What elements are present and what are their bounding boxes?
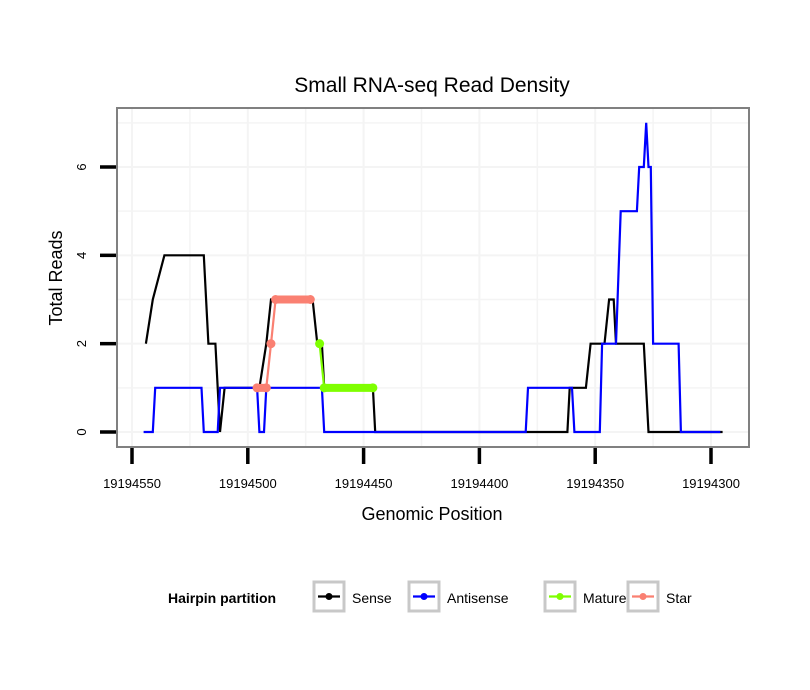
x-tick-label: 19194350 [566,476,624,491]
y-tick-label: 6 [74,163,89,170]
legend-key-point [556,593,564,600]
x-tick-label: 19194400 [450,476,508,491]
y-axis-title: Total Reads [46,230,66,325]
legend-label: Sense [352,590,392,606]
legend: Hairpin partition Sense Antisense Mature St… [168,580,692,613]
data-point-mature [315,339,325,349]
series-layer [143,122,723,434]
x-tick-label: 19194550 [103,476,161,491]
legend-label: Mature [583,590,627,606]
x-axis: 19194550 19194500 19194450 19194400 19194350… [103,448,740,491]
series-star [252,295,315,393]
legend-title: Hairpin partition [168,590,276,606]
data-point-mature [368,383,378,393]
y-tick-label: 0 [74,428,89,435]
series-line-antisense [143,122,721,434]
chart-title: Small RNA-seq Read Density [294,74,570,97]
legend-label: Antisense [447,590,509,606]
data-point-mature [319,383,329,393]
x-axis-title: Genomic Position [361,504,502,524]
legend-item-mature: Mature [543,580,627,613]
x-tick-label: 19194500 [219,476,277,491]
series-mature [315,339,378,393]
y-tick-label: 4 [74,252,89,259]
legend-key-point [639,593,647,600]
data-point-star [266,339,276,349]
y-axis: 0 2 4 6 [74,163,116,436]
data-point-star [261,383,271,393]
series-antisense [143,122,721,434]
panel-background [117,108,749,447]
legend-label: Star [666,590,692,606]
legend-key-point [420,593,428,600]
data-point-star [305,295,315,304]
data-point-star [271,295,281,304]
plot-panel [117,108,749,447]
series-line-sense [144,254,723,434]
series-sense [144,254,723,434]
legend-item-antisense: Antisense [407,580,509,613]
legend-item-star: Star [626,580,692,613]
panel-border [116,107,750,448]
legend-item-sense: Sense [312,580,392,613]
legend-key-point [325,593,333,600]
data-point-star [252,383,262,393]
y-tick-label: 2 [74,340,89,347]
x-tick-label: 19194450 [335,476,393,491]
x-tick-label: 19194300 [682,476,740,491]
